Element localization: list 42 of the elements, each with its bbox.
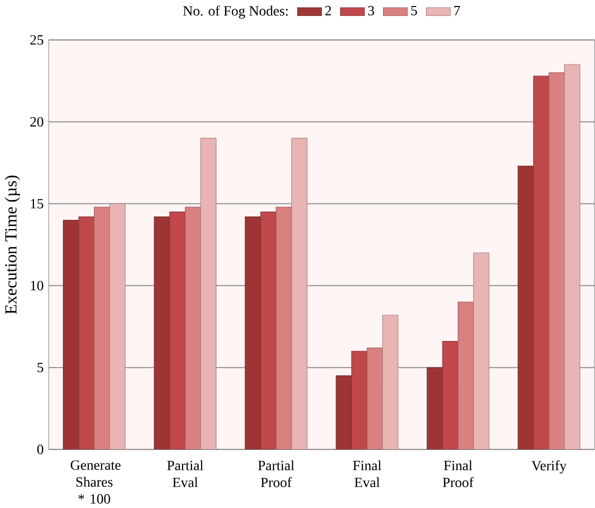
x-tick-label: Final Proof — [442, 460, 474, 488]
bar — [351, 350, 368, 450]
bar — [382, 314, 398, 450]
bar — [548, 72, 565, 450]
bar — [154, 216, 170, 450]
bar — [62, 220, 80, 450]
bar — [291, 138, 308, 450]
bar — [109, 203, 126, 450]
x-tick-label: Partial Proof — [258, 460, 294, 488]
bar — [518, 166, 534, 450]
x-tick-label: Generate Shares * 100 — [70, 460, 121, 504]
y-tick-label: 15 — [30, 198, 44, 208]
bar — [200, 138, 216, 450]
bar — [244, 216, 261, 450]
bar — [94, 206, 110, 450]
legend-label: 2 — [325, 6, 331, 16]
bar — [533, 76, 550, 450]
bar — [184, 206, 201, 450]
bar — [78, 216, 95, 450]
bar — [336, 375, 352, 450]
bar — [276, 206, 292, 450]
y-axis-title: Execution Time (µs) — [4, 175, 20, 314]
y-tick-label: 5 — [38, 362, 44, 372]
x-tick-label: Partial Eval — [167, 460, 204, 488]
bar — [442, 340, 458, 450]
y-tick-label: 10 — [30, 280, 44, 290]
bar — [366, 347, 383, 450]
bar — [473, 252, 490, 450]
bar — [260, 211, 276, 450]
legend-title: No. of Fog Nodes: — [183, 5, 288, 18]
x-tick-label: Final Eval — [352, 460, 382, 488]
bar — [458, 302, 474, 450]
legend-label: 3 — [368, 6, 374, 16]
x-tick-label: Verify — [532, 460, 567, 474]
bar — [169, 211, 186, 450]
y-tick-label: 0 — [37, 444, 44, 454]
legend-label: 7 — [454, 6, 460, 16]
y-tick-label: 25 — [30, 35, 44, 44]
y-tick-label: 20 — [30, 116, 44, 126]
legend-label: 5 — [411, 6, 417, 16]
bar — [426, 367, 443, 450]
bar — [564, 64, 580, 450]
